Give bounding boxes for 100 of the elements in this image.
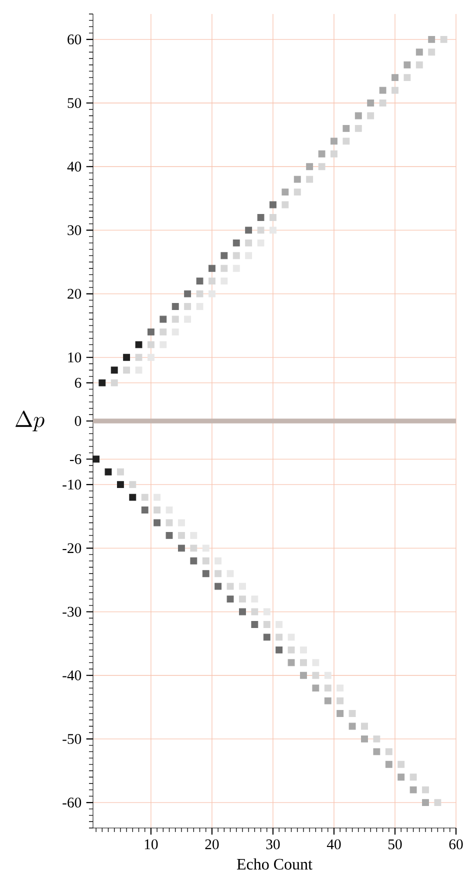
point [270, 214, 276, 221]
point [385, 748, 392, 756]
point [342, 124, 350, 132]
point [208, 278, 216, 285]
y-tick-label: -60 [62, 798, 82, 808]
point [324, 697, 332, 704]
point [373, 736, 380, 742]
x-tick-label: 10 [144, 839, 158, 850]
x-tick-label: 50 [388, 839, 402, 850]
x-tick-label: 60 [449, 839, 463, 850]
point [110, 379, 118, 386]
point [232, 252, 240, 260]
point [220, 252, 228, 260]
point [379, 86, 386, 94]
y-tick-label: 40 [67, 162, 82, 172]
point [123, 366, 130, 374]
point [214, 570, 222, 578]
point [342, 138, 350, 145]
y-tick-label: 50 [68, 98, 82, 108]
point [282, 188, 289, 196]
point [184, 303, 192, 310]
point [422, 799, 429, 806]
point [306, 163, 314, 170]
point [172, 316, 179, 323]
point [147, 354, 154, 361]
point [202, 557, 210, 564]
point [318, 150, 326, 158]
point [324, 684, 332, 692]
point [104, 468, 112, 476]
point [434, 799, 442, 806]
point [129, 481, 136, 488]
point [190, 557, 198, 564]
point [270, 226, 276, 234]
point [276, 634, 283, 641]
point [257, 214, 264, 221]
point [276, 646, 283, 654]
point [245, 239, 252, 246]
point [294, 188, 301, 196]
point [392, 74, 398, 82]
point [141, 494, 148, 501]
point [312, 684, 320, 692]
point [410, 774, 417, 781]
point [354, 124, 362, 132]
point [184, 290, 192, 298]
point [239, 608, 246, 616]
x-tick-label: 30 [266, 839, 280, 850]
point [348, 722, 356, 730]
point [398, 774, 405, 781]
point [135, 354, 142, 361]
point [428, 36, 436, 43]
point [226, 596, 234, 603]
y-tick-label: 10 [68, 352, 82, 362]
point [154, 519, 161, 526]
y-tick-label: -30 [62, 606, 82, 617]
point [166, 532, 173, 539]
point [416, 61, 423, 68]
point [263, 608, 270, 616]
point [367, 112, 374, 120]
point [98, 379, 106, 386]
point [367, 100, 374, 106]
point [147, 328, 154, 336]
point [116, 481, 124, 488]
point [257, 226, 264, 234]
point [208, 264, 216, 272]
point [300, 659, 307, 666]
point [190, 532, 198, 539]
point [245, 226, 252, 234]
point [190, 544, 198, 552]
point [160, 316, 167, 323]
point [404, 74, 411, 82]
y-tick-label: 0 [74, 416, 82, 426]
point [129, 494, 136, 501]
point [336, 697, 344, 704]
point [324, 672, 332, 679]
point [428, 48, 436, 56]
point [392, 86, 398, 94]
point [251, 621, 258, 628]
point [251, 608, 258, 616]
x-tick-label: 40 [326, 839, 341, 850]
point [92, 456, 100, 463]
point [312, 672, 320, 679]
point [306, 176, 314, 183]
point [354, 112, 362, 120]
y-tick-label: 6 [74, 378, 82, 388]
point [330, 138, 338, 145]
point [116, 468, 124, 476]
point [135, 341, 142, 348]
point [330, 150, 338, 158]
point [178, 532, 185, 539]
point [270, 201, 276, 208]
point [166, 519, 173, 526]
point [318, 163, 326, 170]
y-tick-label: -50 [62, 734, 82, 744]
point [208, 290, 216, 298]
point [160, 328, 167, 336]
point [202, 544, 210, 552]
point [123, 354, 130, 361]
point [147, 341, 154, 348]
y-tick-label: -20 [62, 543, 82, 554]
point [214, 582, 222, 590]
